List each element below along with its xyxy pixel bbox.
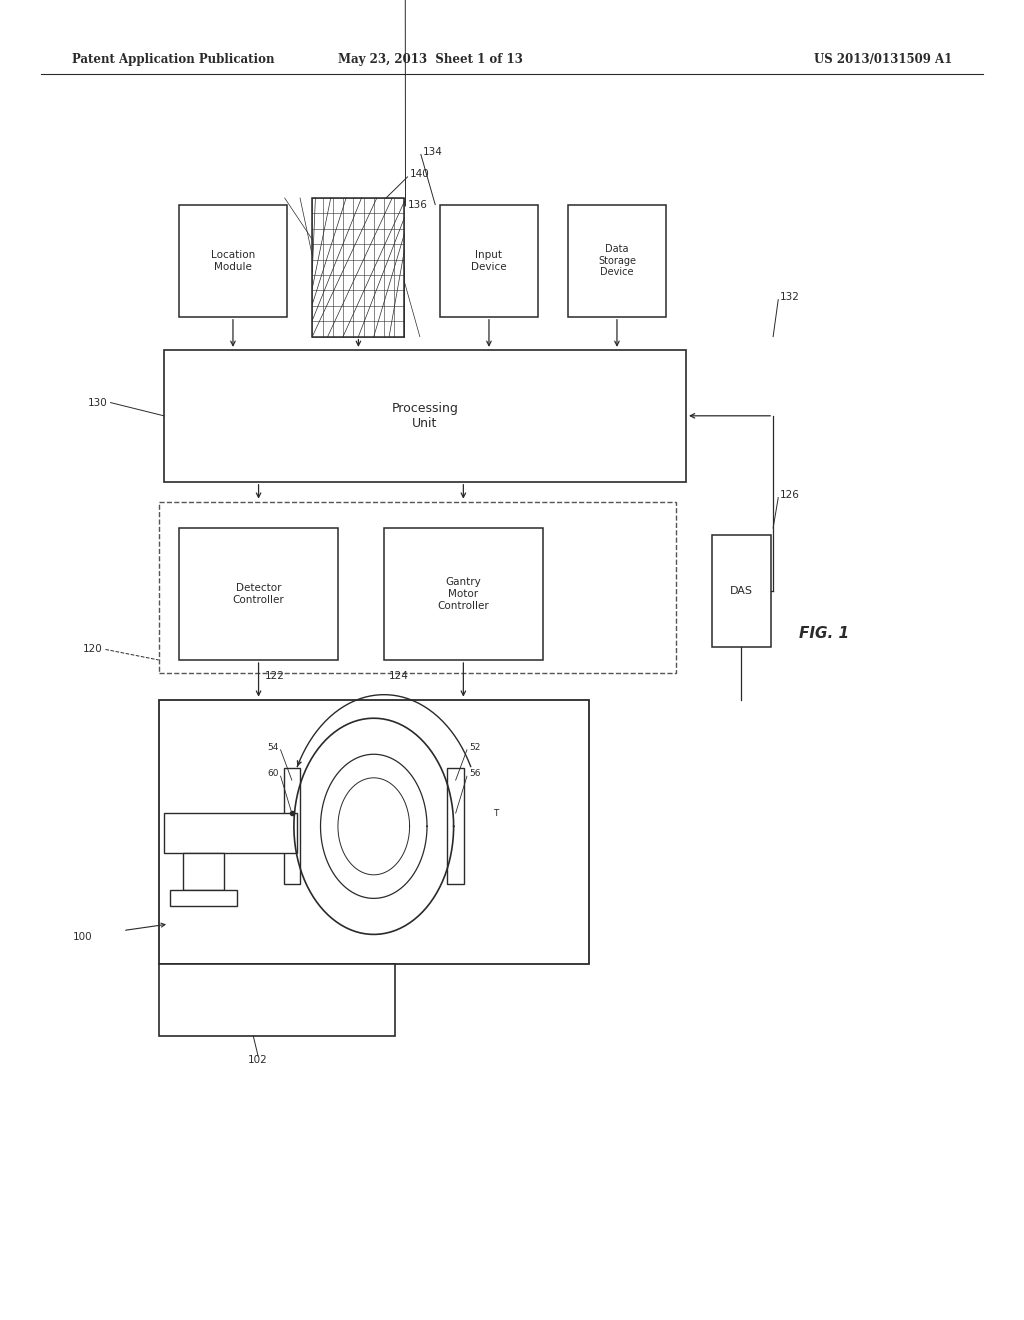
Text: May 23, 2013  Sheet 1 of 13: May 23, 2013 Sheet 1 of 13 — [338, 53, 522, 66]
Text: 52: 52 — [469, 743, 480, 751]
Text: Patent Application Publication: Patent Application Publication — [72, 53, 274, 66]
Text: 134: 134 — [423, 147, 442, 157]
Text: T: T — [494, 809, 499, 817]
Bar — [312, 198, 404, 337]
Bar — [183, 853, 224, 890]
Bar — [179, 205, 287, 317]
Text: Processing
Unit: Processing Unit — [391, 401, 459, 430]
Bar — [568, 205, 666, 317]
Text: 100: 100 — [73, 932, 92, 942]
Text: 120: 120 — [83, 644, 102, 655]
Text: 126: 126 — [780, 490, 800, 500]
Bar — [440, 205, 538, 317]
Bar — [159, 700, 589, 964]
Text: 54: 54 — [267, 743, 279, 751]
Text: 102: 102 — [248, 1055, 268, 1065]
Text: 130: 130 — [88, 397, 108, 408]
Bar — [159, 964, 395, 1036]
Bar — [164, 350, 686, 482]
Text: 124: 124 — [389, 671, 409, 681]
Bar — [179, 528, 338, 660]
Text: US 2013/0131509 A1: US 2013/0131509 A1 — [814, 53, 952, 66]
Text: 122: 122 — [264, 671, 285, 681]
Bar — [447, 768, 464, 884]
Text: DAS: DAS — [730, 586, 753, 595]
Text: 140: 140 — [410, 169, 429, 180]
Text: Detector
Controller: Detector Controller — [232, 583, 285, 605]
Text: 132: 132 — [780, 292, 800, 302]
Text: 56: 56 — [469, 770, 480, 777]
Bar — [712, 535, 771, 647]
Text: Input
Device: Input Device — [471, 249, 507, 272]
Bar — [164, 813, 297, 853]
Text: Location
Module: Location Module — [211, 249, 255, 272]
Bar — [170, 890, 238, 906]
Text: 136: 136 — [408, 199, 427, 210]
Text: Data
Storage
Device: Data Storage Device — [598, 244, 636, 277]
Text: Gantry
Motor
Controller: Gantry Motor Controller — [437, 577, 489, 611]
Bar — [159, 502, 676, 673]
Text: FIG. 1: FIG. 1 — [799, 626, 849, 642]
Bar — [284, 768, 300, 884]
Text: 60: 60 — [267, 770, 279, 777]
Bar — [384, 528, 543, 660]
